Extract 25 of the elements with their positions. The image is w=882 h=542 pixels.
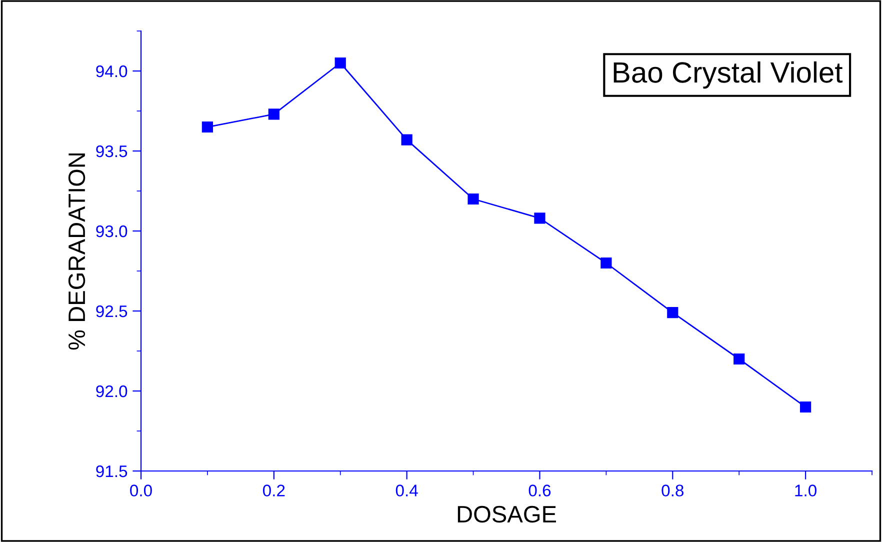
annotation: Bao Crystal Violet [614,61,843,89]
y-tick-label: 91.5 [96,465,128,478]
point [734,353,745,365]
point [534,212,546,224]
x-tick-label: 0.0 [130,484,152,496]
y-tick-label: 93.5 [96,145,128,158]
y-tick-label: 93.0 [96,225,128,238]
point [202,121,214,133]
point [334,57,346,69]
y-tick-label: 92.0 [96,385,128,398]
x-tick-label: 1.0 [795,484,816,496]
x-tick-label: 0.2 [262,484,285,496]
x-tick-label: 0.6 [528,484,551,496]
point [468,193,479,205]
point [800,401,812,413]
y-tick-label: 94.0 [96,65,128,78]
point [600,257,612,269]
y-tick-label: 92.5 [96,305,128,318]
x-tick-label: 0.8 [662,484,684,496]
y-axis-title: % DEGRADATION [68,153,86,350]
point [401,134,412,146]
x-axis-title: DOSAGE [458,506,556,523]
x-tick-label: 0.4 [396,484,418,496]
point [667,307,678,318]
point [268,108,280,120]
